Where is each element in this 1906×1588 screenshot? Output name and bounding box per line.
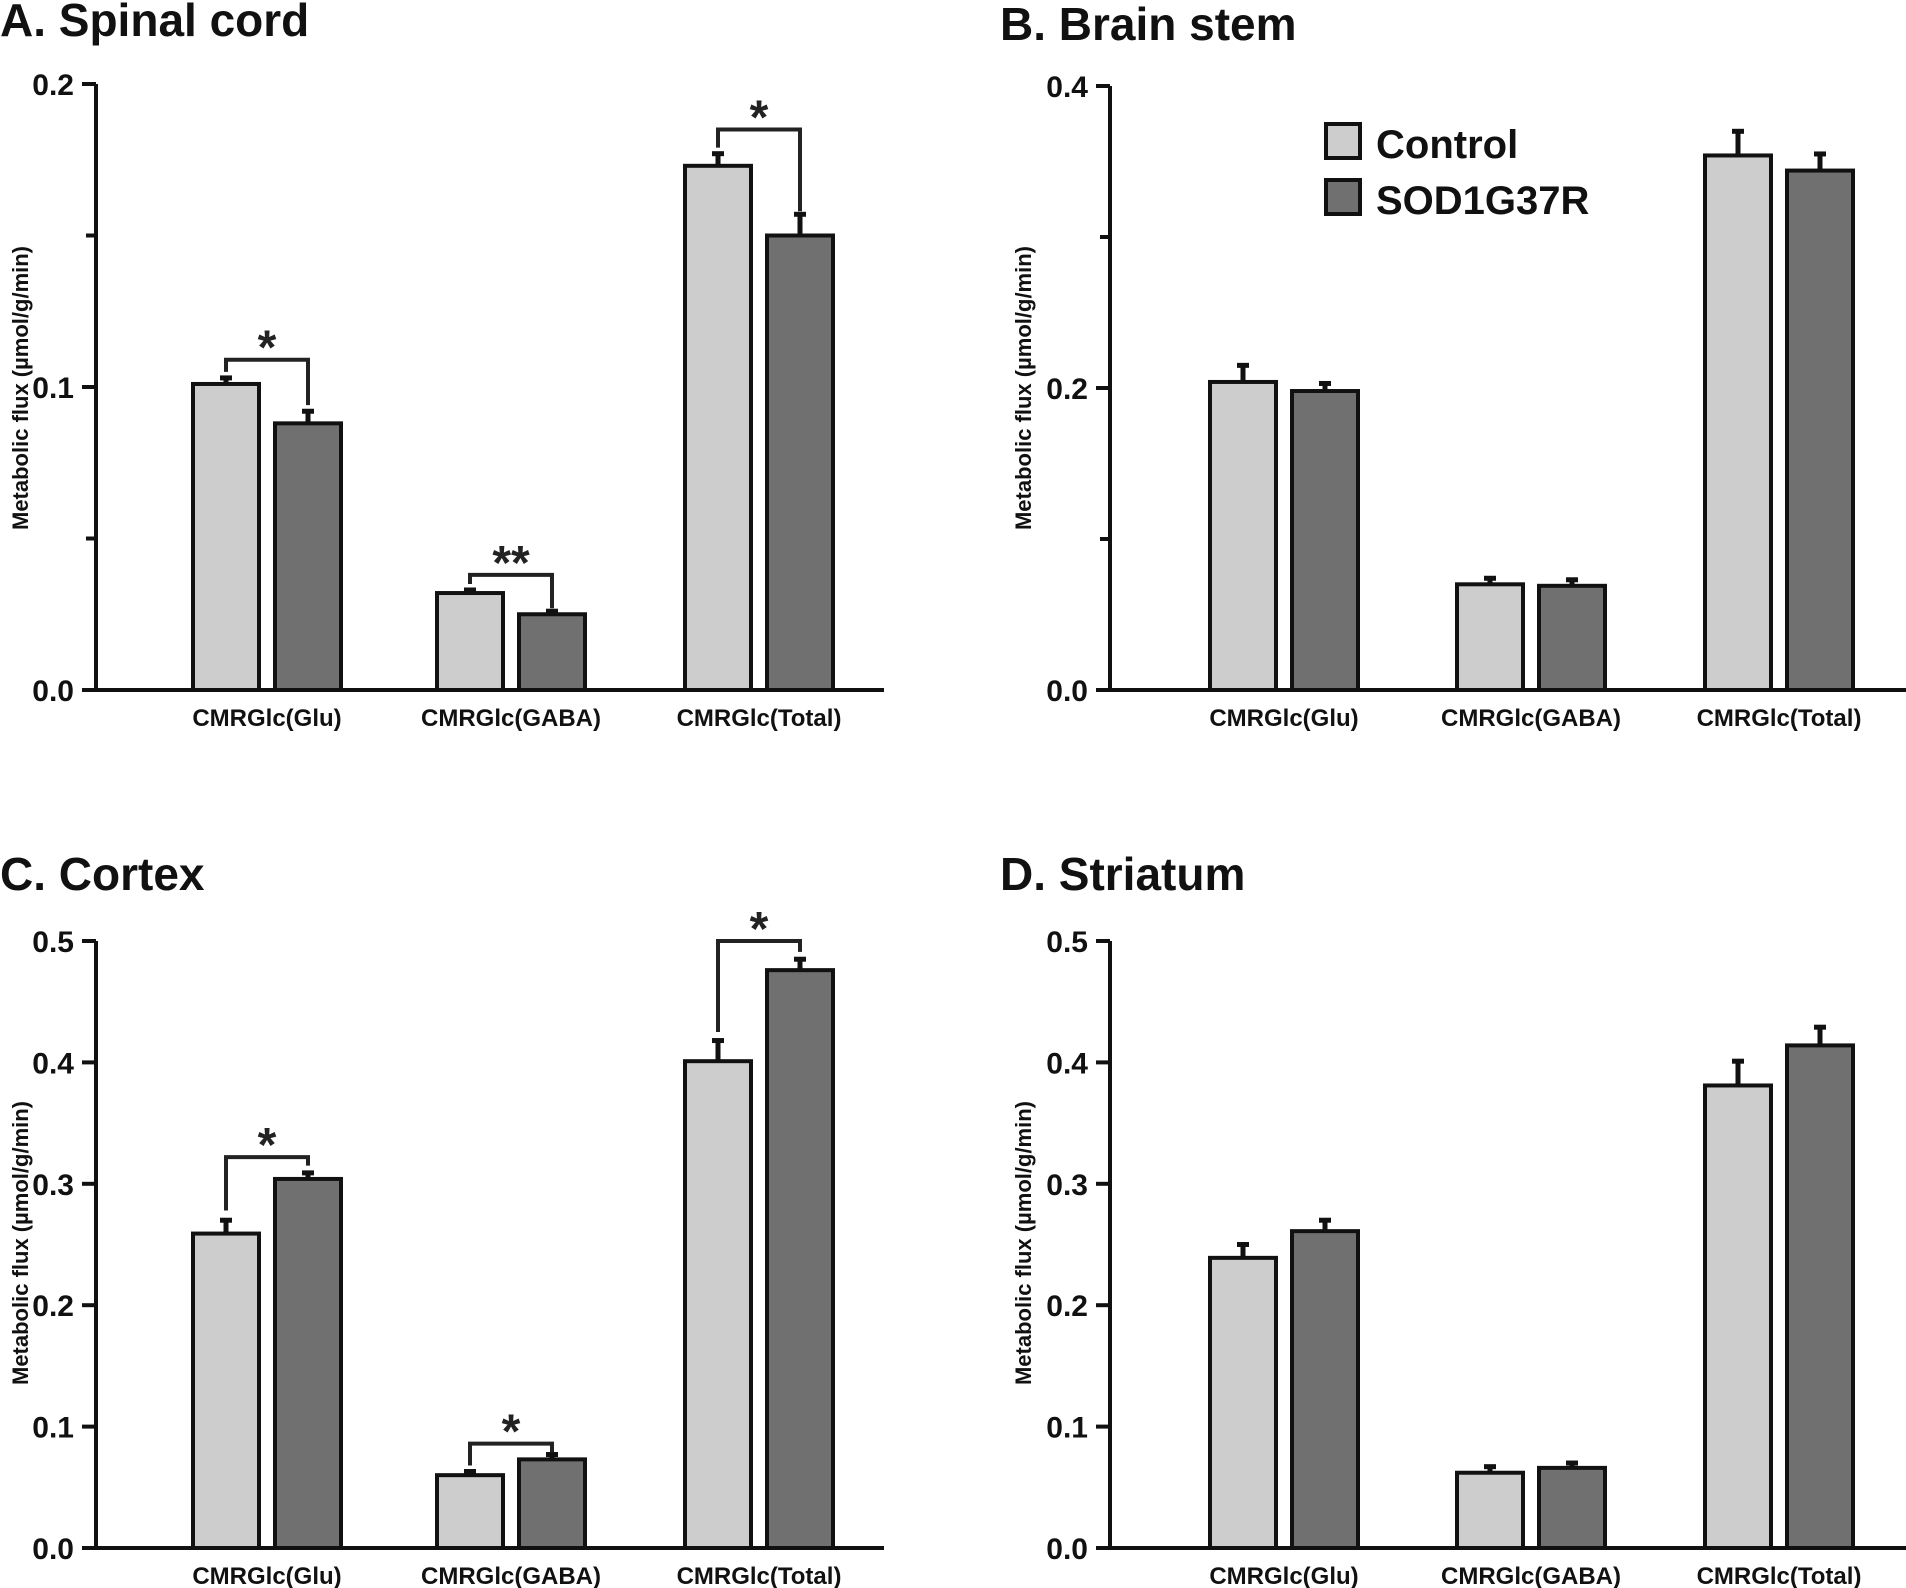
bar-control <box>435 1473 505 1551</box>
panel-D: D. Striatum Metabolic flux (µmol/g/min) 0.… <box>1000 848 1906 1588</box>
y-axis-label: Metabolic flux (µmol/g/min) <box>1011 246 1036 530</box>
x-tick-label: CMRGlc(Glu) <box>192 1563 341 1588</box>
bar-sod1g37r <box>765 233 835 692</box>
x-tick-label: CMRGlc(Glu) <box>192 705 341 732</box>
panel-C: C. Cortex Metabolic flux (µmol/g/min) 0.0 0… <box>0 848 884 1588</box>
y-tick-label: 0.2 <box>1046 373 1088 406</box>
x-tick-label: CMRGlc(Glu) <box>1209 1563 1358 1588</box>
y-tick-label: 0.2 <box>32 69 74 102</box>
panel-title: A. Spinal cord <box>0 0 309 46</box>
bar-sod1g37r <box>1785 168 1855 692</box>
significance-bracket <box>468 572 554 609</box>
bar-control <box>683 1059 753 1551</box>
panel-title: C. Cortex <box>0 848 205 900</box>
y-axis-label: Metabolic flux (µmol/g/min) <box>1011 1101 1036 1385</box>
significance-marker: * <box>258 1119 277 1172</box>
bar-control <box>191 1231 261 1550</box>
panel-A: A. Spinal cord Metabolic flux (µmol/g/min… <box>0 0 884 732</box>
bar-sod1g37r <box>517 1457 587 1551</box>
bar-sod1g37r <box>1290 389 1360 692</box>
bar-sod1g37r <box>1537 583 1607 692</box>
legend: Control SOD1G37R <box>1324 122 1590 223</box>
bar-control <box>1208 379 1278 692</box>
bar-control <box>1455 1470 1525 1551</box>
y-tick-label: 0.1 <box>32 1412 74 1445</box>
significance-bracket <box>224 357 310 406</box>
bar-sod1g37r <box>1290 1229 1360 1550</box>
panel-title: D. Striatum <box>1000 848 1245 900</box>
significance-bracket <box>716 127 802 212</box>
x-tick-label: CMRGlc(GABA) <box>1441 1563 1621 1588</box>
y-tick-label: 0.0 <box>32 675 74 708</box>
x-tick-label: CMRGlc(Total) <box>677 705 842 732</box>
significance-marker: ** <box>492 537 530 590</box>
y-tick-label: 0.0 <box>1046 1533 1088 1566</box>
bar-control <box>1208 1255 1278 1550</box>
significance-marker: * <box>750 91 769 144</box>
legend-swatch-mutant <box>1324 178 1362 216</box>
y-tick-label: 0.3 <box>32 1169 74 1202</box>
x-tick-label: CMRGlc(GABA) <box>421 1563 601 1588</box>
bar-sod1g37r <box>1785 1043 1855 1551</box>
panel-title: B. Brain stem <box>1000 0 1297 50</box>
significance-marker: * <box>502 1406 521 1459</box>
legend-label-mutant: SOD1G37R <box>1376 179 1590 223</box>
y-tick-label: 0.2 <box>1046 1290 1088 1323</box>
legend-label-control: Control <box>1376 123 1518 167</box>
y-tick-label: 0.2 <box>32 1290 74 1323</box>
y-tick-label: 0.5 <box>32 926 74 959</box>
bar-control <box>1703 153 1773 692</box>
y-tick-label: 0.1 <box>1046 1412 1088 1445</box>
bar-sod1g37r <box>273 421 343 692</box>
x-tick-label: CMRGlc(Total) <box>1697 705 1862 732</box>
y-tick-label: 0.4 <box>1046 1047 1088 1080</box>
x-tick-label: CMRGlc(Glu) <box>1209 705 1358 732</box>
x-tick-label: CMRGlc(Total) <box>677 1563 842 1588</box>
y-tick-label: 0.4 <box>32 1047 74 1080</box>
legend-swatch-control <box>1324 122 1362 160</box>
y-tick-label: 0.1 <box>32 372 74 405</box>
y-axis-label: Metabolic flux (µmol/g/min) <box>8 1101 33 1385</box>
x-tick-label: CMRGlc(Total) <box>1697 1563 1862 1588</box>
x-tick-label: CMRGlc(GABA) <box>1441 705 1621 732</box>
x-tick-label: CMRGlc(GABA) <box>421 705 601 732</box>
y-tick-label: 0.0 <box>32 1533 74 1566</box>
bar-control <box>1703 1083 1773 1550</box>
y-tick-label: 0.4 <box>1046 71 1088 104</box>
y-tick-label: 0.3 <box>1046 1169 1088 1202</box>
significance-bracket <box>468 1441 554 1466</box>
significance-bracket <box>716 939 802 1033</box>
bar-sod1g37r <box>1537 1465 1607 1550</box>
bar-control <box>683 163 753 692</box>
y-tick-label: 0.5 <box>1046 926 1088 959</box>
bar-control <box>435 591 505 692</box>
significance-marker: * <box>750 903 769 956</box>
bar-sod1g37r <box>765 968 835 1550</box>
bar-sod1g37r <box>273 1176 343 1550</box>
significance-marker: * <box>258 322 277 375</box>
bar-control <box>191 381 261 692</box>
panel-B: B. Brain stem Metabolic flux (µmol/g/min)… <box>1000 0 1906 732</box>
y-axis-label: Metabolic flux (µmol/g/min) <box>8 246 33 530</box>
bar-sod1g37r <box>517 612 587 692</box>
y-tick-label: 0.0 <box>1046 675 1088 708</box>
significance-bracket <box>224 1155 310 1211</box>
bar-control <box>1455 582 1525 692</box>
